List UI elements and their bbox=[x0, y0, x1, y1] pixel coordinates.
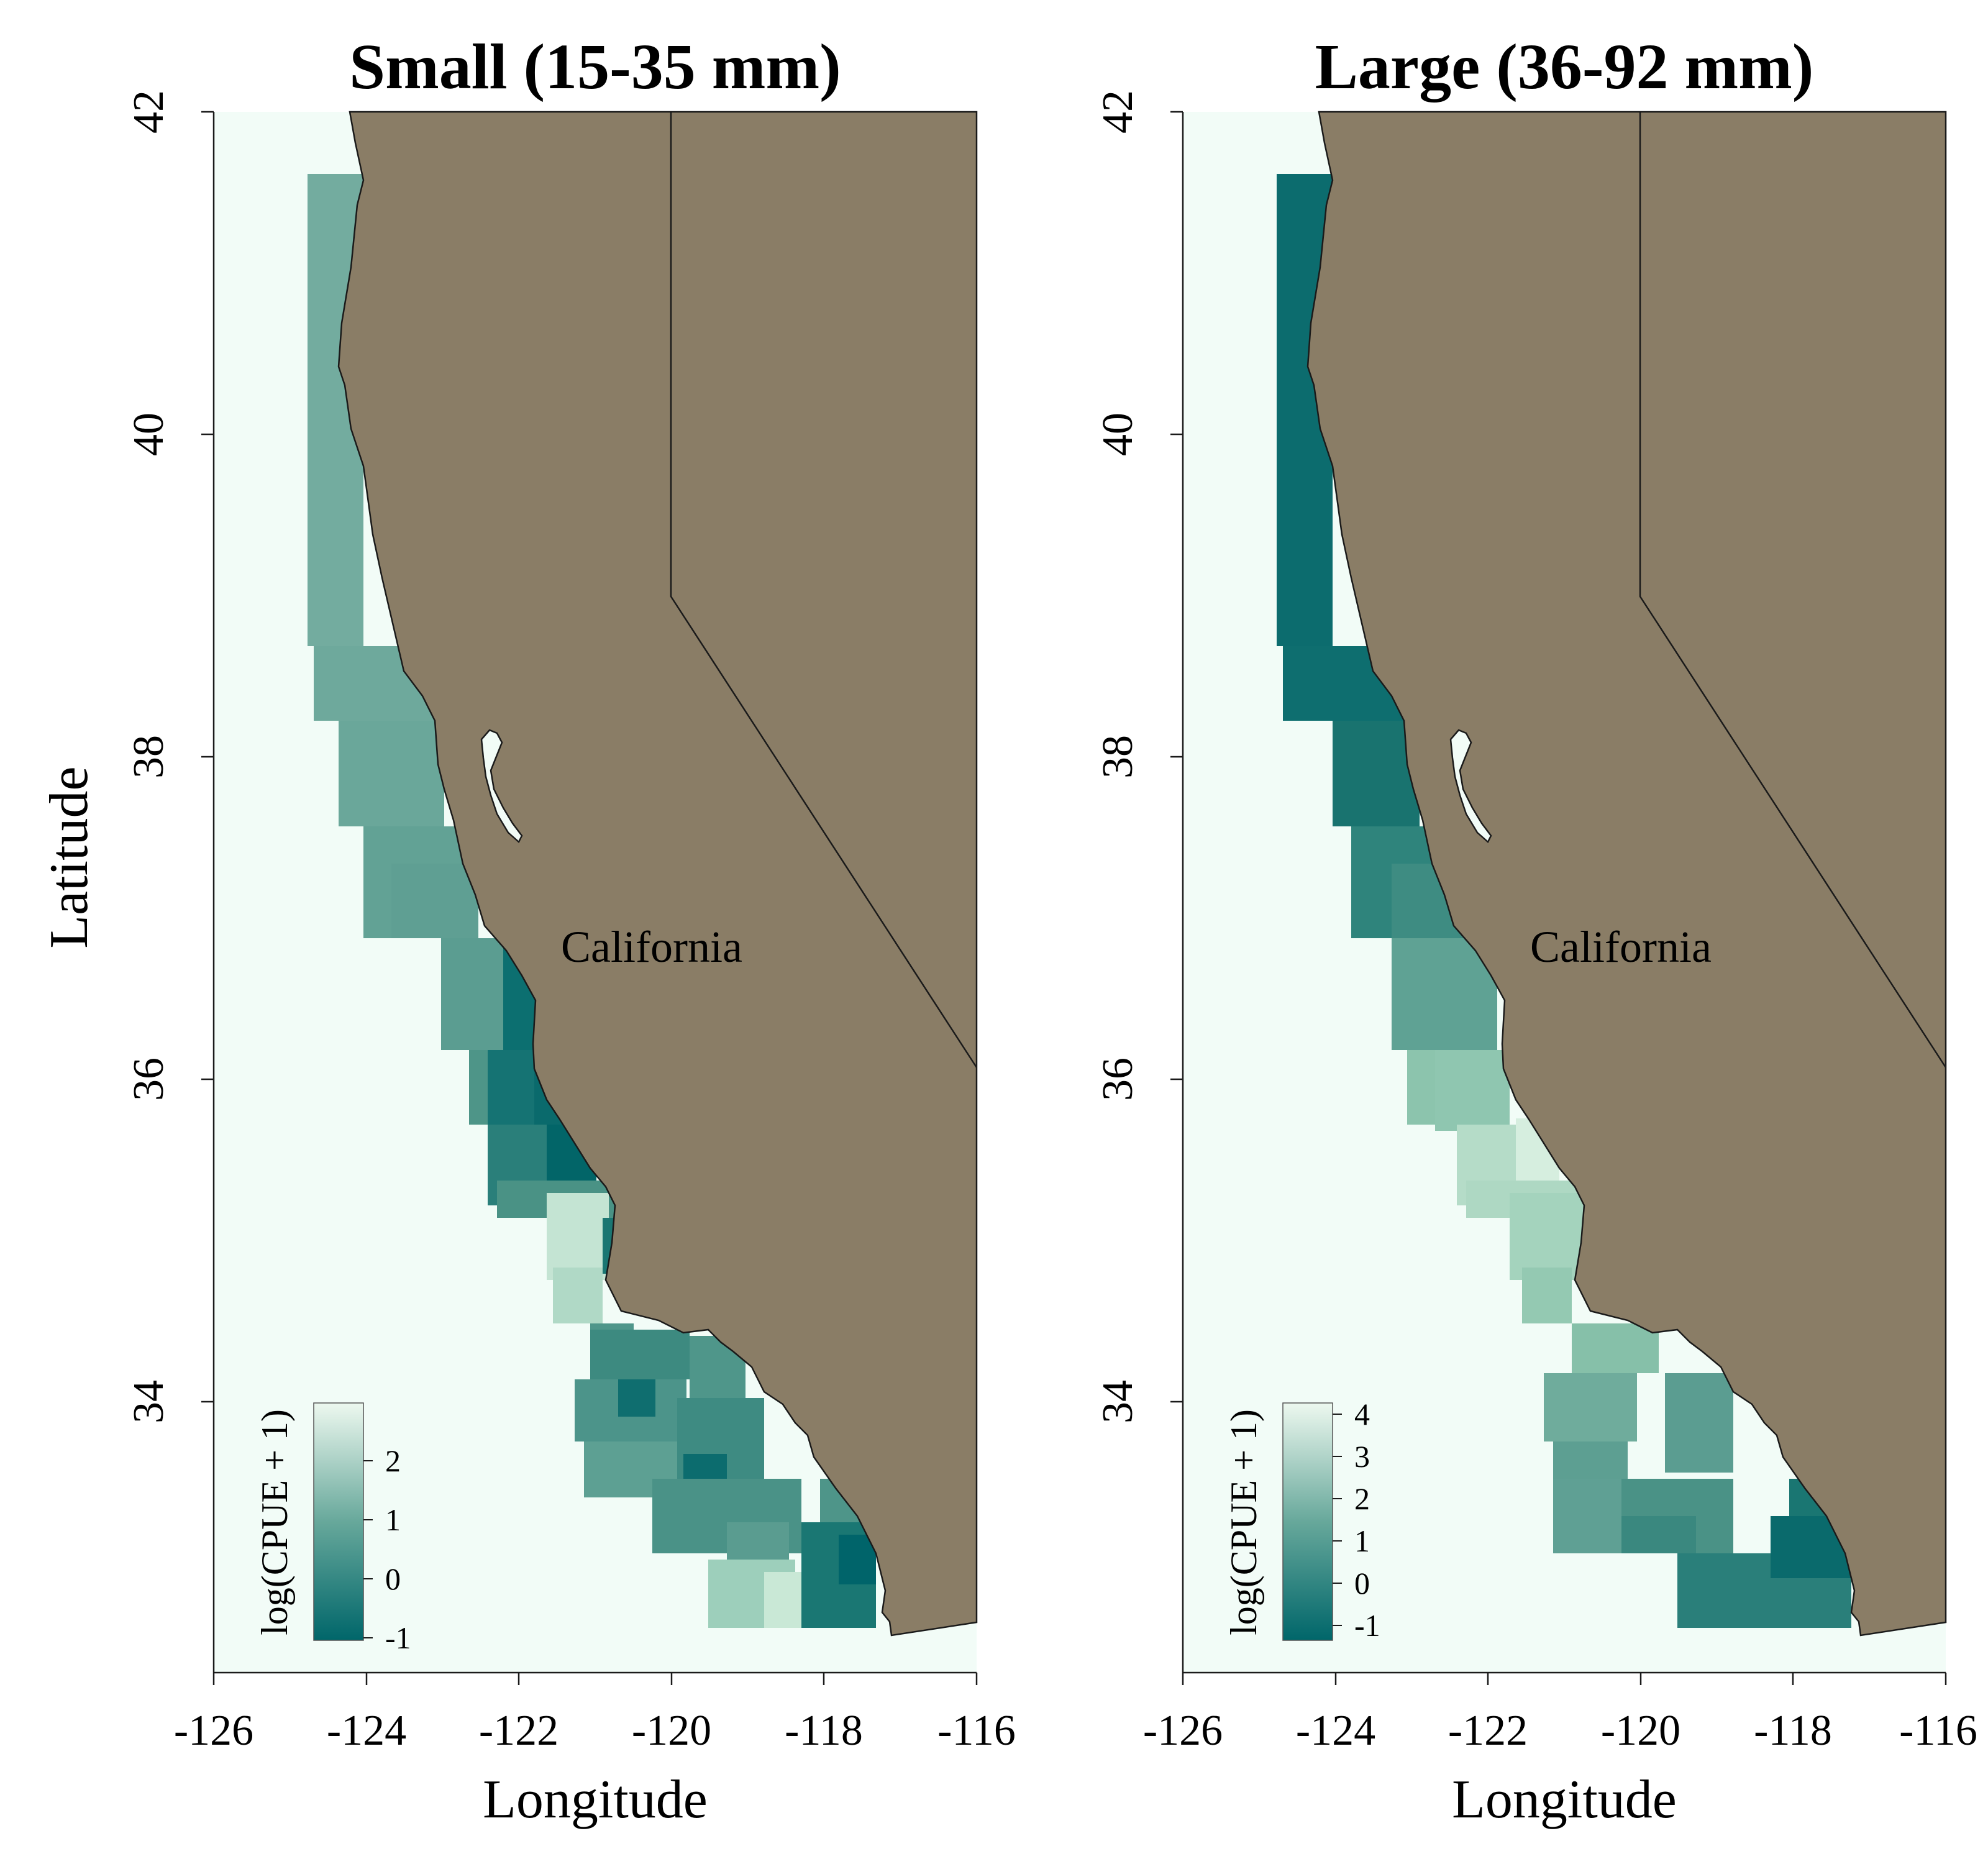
land-mass bbox=[337, 111, 978, 1637]
place-label-california: California bbox=[561, 922, 742, 972]
x-tick-label: -124 bbox=[327, 1707, 406, 1755]
cpue-cell bbox=[590, 1330, 690, 1379]
color-legend: -1 0 1 2 log(CPUE + 1) bbox=[254, 1402, 411, 1655]
cpue-cell bbox=[839, 1535, 876, 1584]
y-tick-label: 36 bbox=[1094, 1058, 1142, 1101]
legend-title: log(CPUE + 1) bbox=[1223, 1409, 1264, 1635]
legend-colorbar bbox=[313, 1402, 364, 1641]
y-tick-label: 34 bbox=[125, 1380, 173, 1423]
legend-title: log(CPUE + 1) bbox=[254, 1409, 295, 1635]
cpue-cell bbox=[547, 1193, 609, 1280]
x-tick-label: -118 bbox=[785, 1707, 863, 1755]
cpue-cell bbox=[590, 1323, 634, 1330]
cpue-cell bbox=[1510, 1193, 1584, 1280]
panel-small: Small (15-35 mm) bbox=[125, 31, 1016, 1830]
legend-tick-label: -1 bbox=[1354, 1608, 1380, 1643]
x-tick-label: -126 bbox=[1143, 1707, 1223, 1755]
cpue-cell bbox=[1435, 1050, 1510, 1131]
x-tick-label: -118 bbox=[1754, 1707, 1832, 1755]
y-tick-label: 36 bbox=[125, 1058, 173, 1101]
y-tick-label: 42 bbox=[1094, 90, 1142, 134]
legend-tick-label: 1 bbox=[385, 1502, 401, 1537]
cpue-cell bbox=[1553, 1441, 1628, 1479]
cpue-cell bbox=[618, 1379, 655, 1417]
cpue-cell bbox=[764, 1572, 801, 1628]
legend-tick-label: -1 bbox=[385, 1620, 411, 1655]
axes bbox=[1170, 111, 1947, 1685]
legend-tick-label: 0 bbox=[385, 1561, 401, 1596]
cpue-cell bbox=[391, 864, 478, 938]
panel-title: Large (36-92 mm) bbox=[1315, 31, 1814, 103]
panel-title: Small (15-35 mm) bbox=[349, 31, 841, 103]
y-tick-label: 38 bbox=[125, 735, 173, 779]
x-tick-label: -120 bbox=[1601, 1707, 1680, 1755]
legend-tick-label: 3 bbox=[1354, 1439, 1370, 1474]
legend-tick-label: 4 bbox=[1354, 1397, 1370, 1432]
legend-colorbar bbox=[1282, 1402, 1333, 1641]
legend-tick-label: 2 bbox=[1354, 1481, 1370, 1516]
x-tick-label: -122 bbox=[479, 1707, 559, 1755]
cpue-cell bbox=[1522, 1268, 1572, 1323]
color-legend: -1 0 1 2 3 4 log(CPUE + 1) bbox=[1223, 1397, 1380, 1643]
cpue-cell bbox=[727, 1522, 789, 1566]
land-mass bbox=[1306, 111, 1947, 1637]
x-tick-label: -120 bbox=[632, 1707, 711, 1755]
bay-water bbox=[480, 729, 523, 844]
y-tick-label: 38 bbox=[1094, 735, 1142, 779]
cpue-cell bbox=[1621, 1516, 1696, 1553]
cpue-cell bbox=[553, 1268, 603, 1323]
axes bbox=[201, 111, 978, 1685]
legend-tick-label: 1 bbox=[1354, 1524, 1370, 1558]
x-tick-label: -122 bbox=[1448, 1707, 1528, 1755]
bay-water bbox=[1449, 729, 1492, 844]
x-tick-label: -116 bbox=[1899, 1707, 1977, 1755]
cpue-cell bbox=[1572, 1323, 1659, 1373]
cpue-cell bbox=[1665, 1373, 1733, 1473]
y-axis-label: Latitude bbox=[39, 766, 99, 948]
x-axis-label: Longitude bbox=[483, 1770, 708, 1830]
cpue-cell bbox=[1544, 1373, 1637, 1441]
legend-tick-label: 0 bbox=[1354, 1566, 1370, 1601]
x-tick-label: -116 bbox=[937, 1707, 1016, 1755]
state-border bbox=[670, 112, 978, 1068]
cpue-cell bbox=[488, 1050, 537, 1125]
y-tick-label: 40 bbox=[1094, 413, 1142, 456]
place-label-california: California bbox=[1530, 922, 1712, 972]
y-tick-label: 34 bbox=[1094, 1380, 1142, 1423]
state-border bbox=[1639, 112, 1947, 1068]
cpue-cell bbox=[339, 721, 444, 826]
x-axis-label: Longitude bbox=[1452, 1770, 1677, 1830]
x-tick-label: -124 bbox=[1296, 1707, 1375, 1755]
y-tick-label: 40 bbox=[125, 413, 173, 456]
x-tick-label: -126 bbox=[174, 1707, 253, 1755]
panel-large: Large (36-92 mm) bbox=[1094, 31, 1977, 1830]
y-tick-label: 42 bbox=[125, 90, 173, 134]
legend-tick-label: 2 bbox=[385, 1443, 401, 1478]
